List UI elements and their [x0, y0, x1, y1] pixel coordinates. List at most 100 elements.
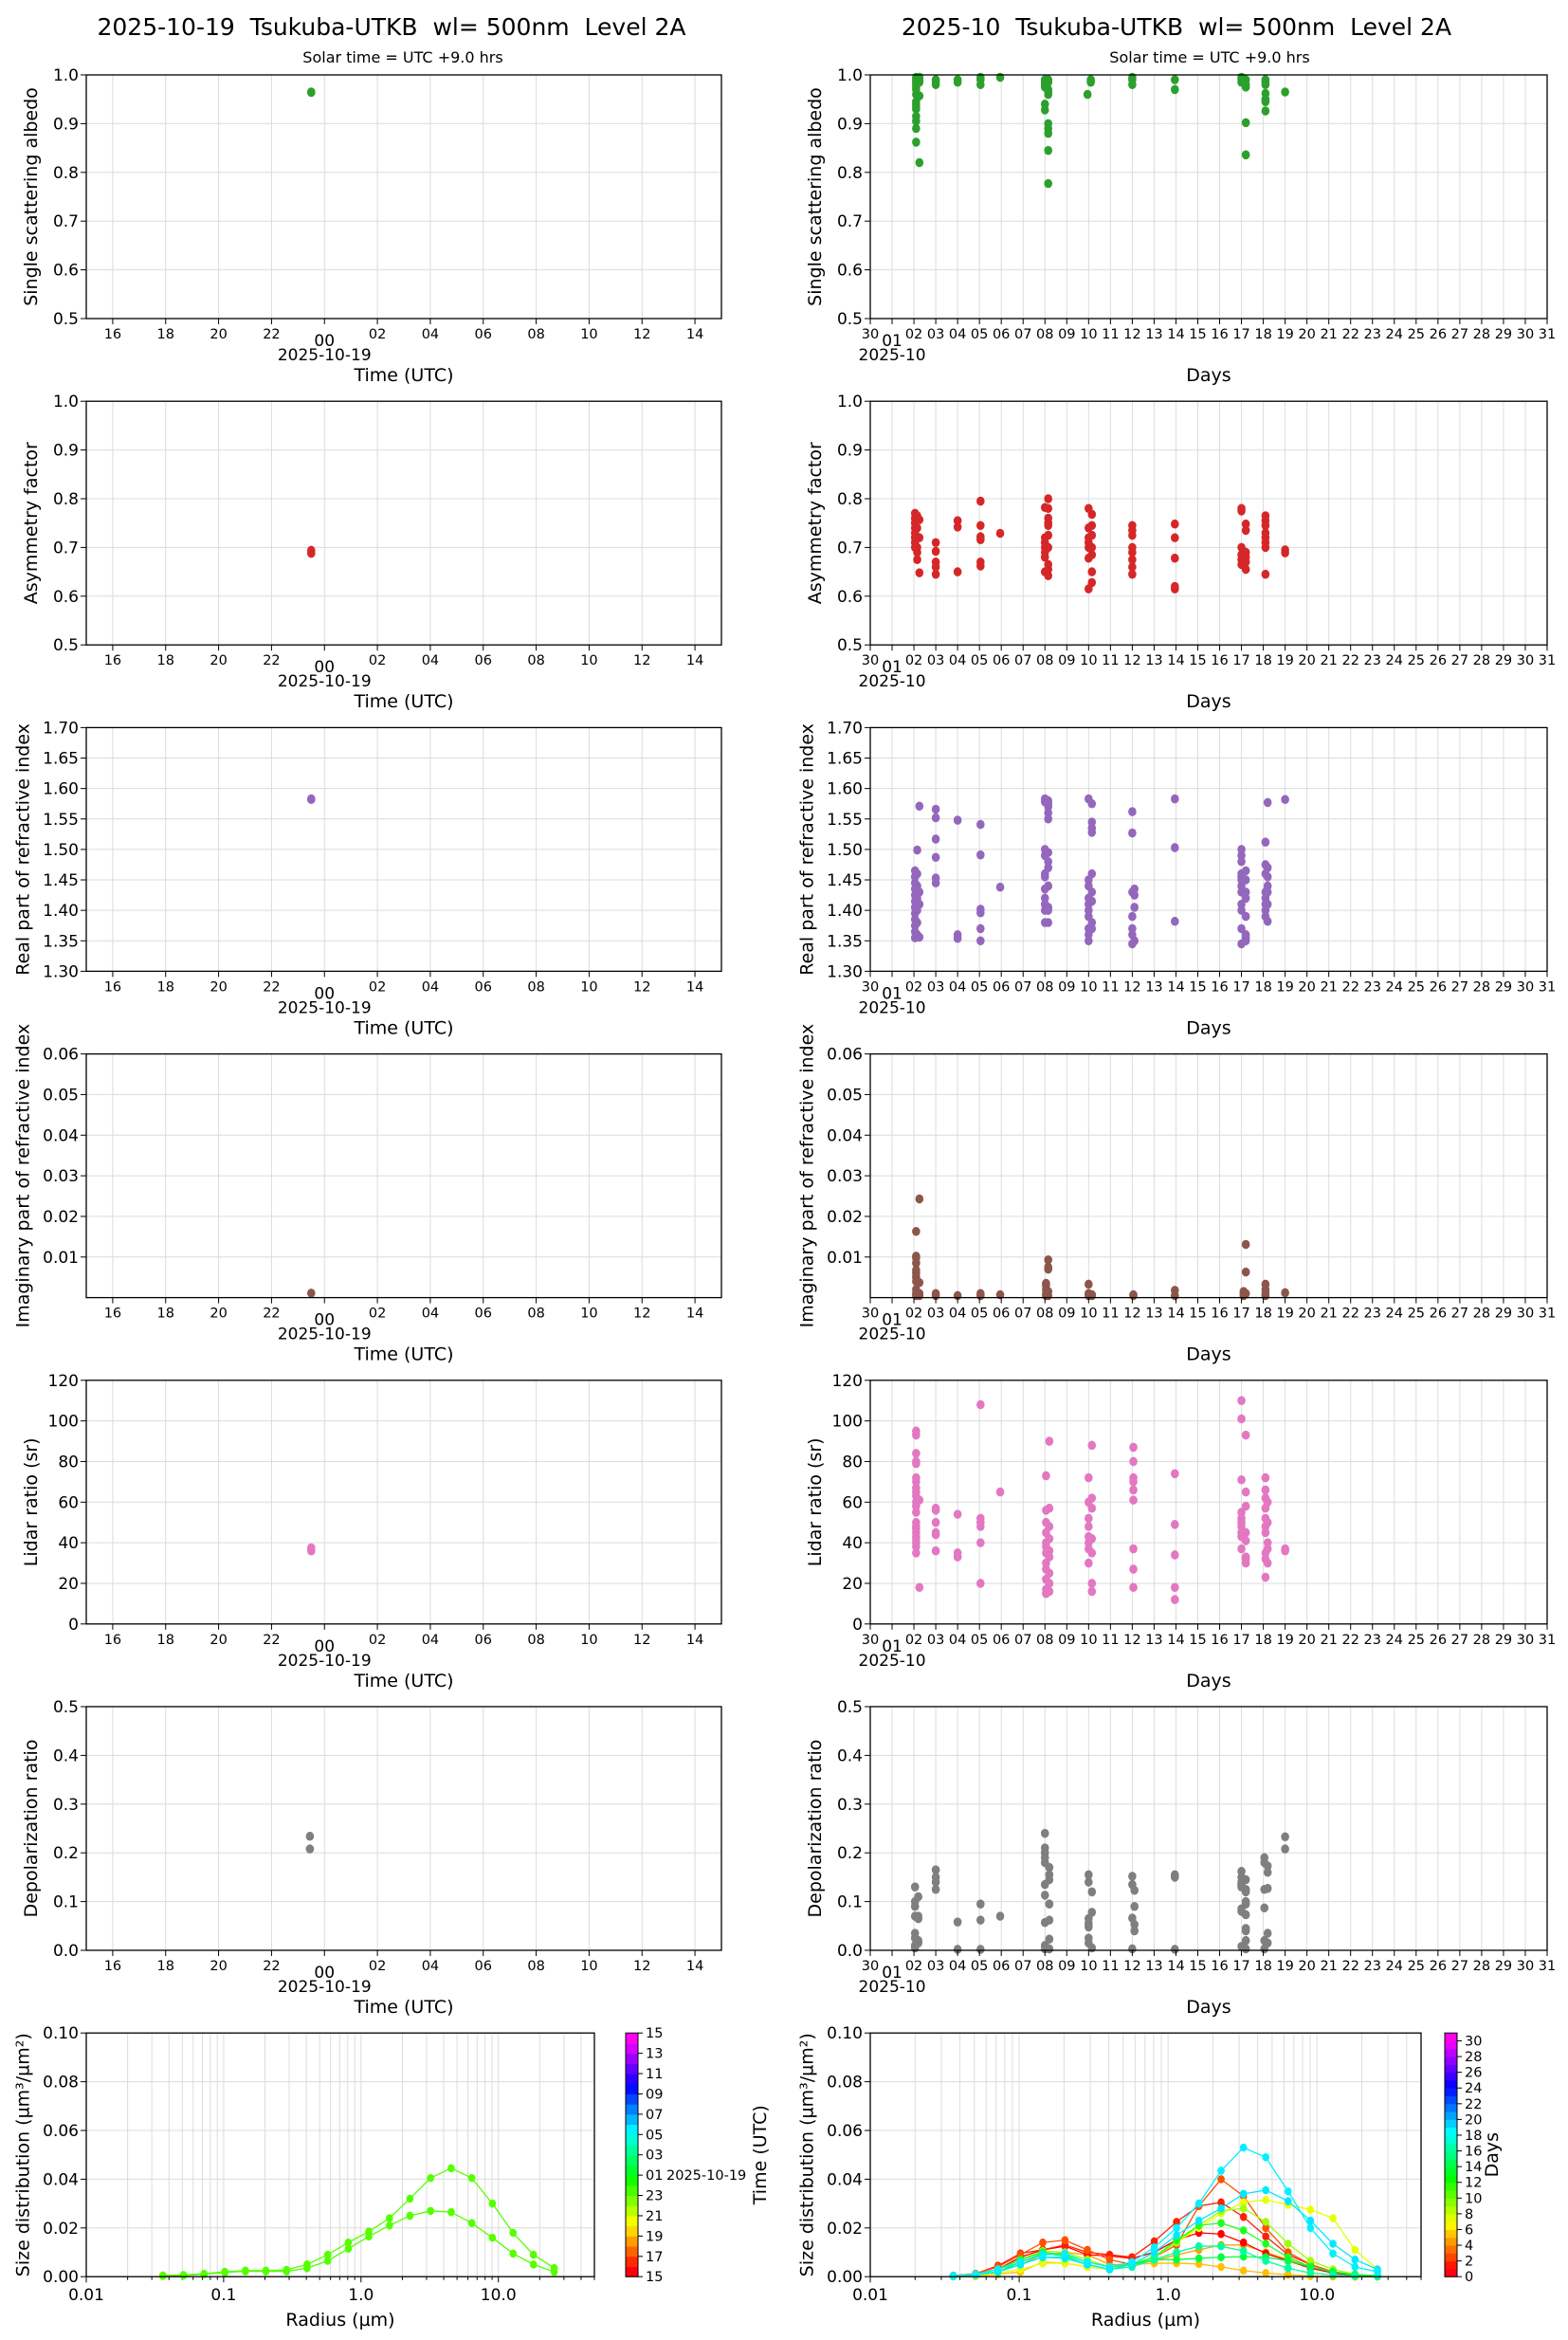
- x-tick-label: 30: [1517, 1633, 1534, 1648]
- data-point: [1241, 564, 1250, 575]
- colorbar-tick-label: 14: [1465, 2160, 1482, 2175]
- y-tick-label: 0.06: [43, 1046, 79, 1065]
- data-point: [1241, 150, 1250, 160]
- y-axis-label: Lidar ratio (sr): [805, 1437, 826, 1566]
- x-date-label: 2025-10-19: [278, 1652, 372, 1671]
- colorbar-tick-label: 8: [1465, 2207, 1473, 2222]
- size-distribution-point: [488, 2199, 497, 2208]
- x-tick-label: 21: [1320, 979, 1337, 995]
- x-tick-label: 06: [475, 1307, 492, 1322]
- data-point: [1087, 1503, 1097, 1513]
- x-tick-label: 06: [475, 653, 492, 668]
- size-distribution-point: [1039, 2250, 1047, 2259]
- chart-monthly-size-distribution: 0.01 0.1 1.0 10.0 Radius (µm) 0.00 0.02 0.04 0.0…: [797, 2024, 1503, 2331]
- size-distribution-point: [406, 2211, 414, 2221]
- size-distribution-point: [1084, 2258, 1091, 2267]
- colorbar-date-label: 2025-10-19: [666, 2168, 746, 2184]
- size-distribution-point: [1105, 2255, 1114, 2264]
- data-point: [931, 804, 940, 814]
- data-point: [1263, 1497, 1272, 1508]
- colorbar-band: [1445, 2072, 1457, 2081]
- y-tick-label: 1.65: [43, 750, 79, 769]
- data-point: [995, 72, 1005, 82]
- x-tick-label: 21: [1320, 1959, 1337, 1974]
- y-tick-label: 0.4: [53, 1746, 79, 1765]
- y-tick-label: 1.45: [827, 871, 863, 890]
- x-tick-label: 18: [157, 327, 174, 342]
- data-point: [1263, 1883, 1272, 1893]
- data-point: [1045, 1874, 1054, 1885]
- x-tick-label: 05: [971, 1307, 988, 1322]
- y-tick-label: 0.04: [43, 1126, 79, 1145]
- right-subtitle: Solar time = UTC +9.0 hrs: [1109, 48, 1309, 66]
- data-point: [1128, 1872, 1137, 1881]
- colorbar-tick-label: 12: [1465, 2176, 1482, 2191]
- x-tick-label: 12: [633, 653, 650, 668]
- y-tick-label: 1.60: [827, 780, 863, 799]
- size-distribution-line: [953, 2178, 1378, 2277]
- data-point: [1044, 128, 1053, 138]
- data-point: [1128, 530, 1137, 540]
- x-tick-label: 28: [1473, 1633, 1490, 1648]
- x-tick-label: 18: [157, 1959, 174, 1974]
- x-tick-label: 05: [971, 1633, 988, 1648]
- x-tick-label: 08: [1036, 653, 1053, 668]
- size-distribution-point: [1329, 2239, 1337, 2248]
- data-point: [1042, 1471, 1050, 1481]
- data-point: [1044, 530, 1053, 540]
- data-point: [1261, 1485, 1270, 1495]
- data-marks: [949, 2143, 1381, 2281]
- y-tick-label: 0: [852, 1616, 863, 1635]
- colorbar-band: [1445, 2079, 1457, 2089]
- x-tick-label: 09: [1058, 1633, 1075, 1648]
- x-axis-label: Time (UTC): [353, 365, 453, 386]
- colorbar-tick-label: 03: [646, 2148, 663, 2164]
- colorbar-band: [626, 2154, 638, 2166]
- x-tick-label: 16: [104, 1633, 121, 1648]
- gridlines: [85, 2032, 595, 2277]
- x-tick-label: 04: [422, 1307, 439, 1322]
- x-tick-label: 07: [1014, 1633, 1031, 1648]
- colorbar-band: [1445, 2221, 1457, 2230]
- x-tick-label: 13: [1145, 1633, 1162, 1648]
- data-point: [1045, 1934, 1054, 1944]
- data-point: [931, 546, 940, 557]
- y-tick-label: 0.7: [53, 212, 79, 231]
- y-tick-label: 80: [842, 1453, 863, 1472]
- x-tick-label: 30: [862, 653, 879, 668]
- data-point: [1171, 1582, 1179, 1593]
- colorbar-tick-label: 24: [1465, 2081, 1482, 2096]
- x-tick-label: 11: [1102, 1959, 1119, 1974]
- data-point: [1045, 1568, 1054, 1579]
- x-tick-label: 15: [1189, 979, 1206, 995]
- x-tick-label: 11: [1102, 1307, 1119, 1322]
- x-tick-label: 10: [1080, 327, 1097, 342]
- data-point: [1261, 80, 1270, 90]
- x-tick-label: 24: [1386, 653, 1403, 668]
- size-distribution-point: [1150, 2255, 1158, 2264]
- data-point: [1128, 828, 1137, 838]
- data-point: [1171, 553, 1179, 563]
- data-point: [1130, 1901, 1139, 1911]
- data-point: [953, 1509, 962, 1519]
- data-point: [1087, 521, 1097, 531]
- x-tick-label: 04: [949, 1307, 966, 1322]
- data-point: [976, 80, 985, 90]
- data-point: [931, 1865, 940, 1874]
- data-marks: [158, 2164, 558, 2280]
- colorbar-band: [1445, 2213, 1457, 2222]
- data-point: [1085, 1522, 1093, 1531]
- x-tick-label: 20: [210, 653, 227, 668]
- x-tick-label: 23: [1364, 1633, 1381, 1648]
- colorbar-band: [626, 2165, 638, 2176]
- x-tick-label: 01: [882, 984, 903, 1003]
- data-point: [976, 1399, 985, 1410]
- x-tick-label: 27: [1451, 1959, 1468, 1974]
- x-tick-label: 1.0: [348, 2286, 374, 2305]
- data-point: [1040, 872, 1049, 882]
- x-tick-label: 31: [1539, 979, 1556, 995]
- data-point: [1044, 77, 1053, 87]
- data-point: [1237, 506, 1246, 516]
- x-tick-label: 10: [580, 653, 597, 668]
- data-point: [912, 137, 921, 147]
